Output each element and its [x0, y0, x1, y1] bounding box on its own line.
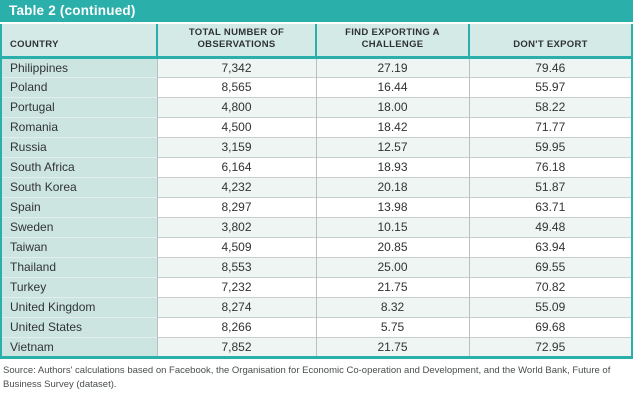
country-cell: Thailand: [1, 256, 157, 278]
country-cell: Romania: [1, 116, 157, 138]
table-row: South Africa 6,164 18.93 76.18: [1, 156, 632, 178]
observations-cell: 8,297: [156, 196, 316, 218]
challenge-cell: 18.42: [315, 116, 469, 138]
country-cell: United States: [1, 316, 157, 338]
challenge-cell: 5.75: [315, 316, 469, 338]
dont-export-cell: 76.18: [468, 156, 632, 178]
observations-cell: 4,500: [156, 116, 316, 138]
dont-export-cell: 49.48: [468, 216, 632, 238]
column-header-challenge: FIND EXPORTING A CHALLENGE: [315, 24, 469, 59]
observations-cell: 3,159: [156, 136, 316, 158]
challenge-cell: 16.44: [315, 76, 469, 98]
table-row: Spain 8,297 13.98 63.71: [1, 196, 632, 218]
observations-cell: 7,342: [156, 57, 316, 78]
dont-export-cell: 72.95: [468, 336, 632, 358]
country-cell: Sweden: [1, 216, 157, 238]
dont-export-cell: 55.97: [468, 76, 632, 98]
challenge-cell: 12.57: [315, 136, 469, 158]
observations-cell: 8,553: [156, 256, 316, 278]
country-cell: Turkey: [1, 276, 157, 298]
source-note: Source: Authors' calculations based on F…: [3, 364, 611, 390]
column-header-dont-export: DON'T EXPORT: [468, 24, 632, 59]
table-row: Turkey 7,232 21.75 70.82: [1, 276, 632, 298]
challenge-cell: 10.15: [315, 216, 469, 238]
table-row: Poland 8,565 16.44 55.97: [1, 76, 632, 98]
table-row: Russia 3,159 12.57 59.95: [1, 136, 632, 158]
challenge-cell: 20.85: [315, 236, 469, 258]
table-body: Philippines 7,342 27.19 79.46 Poland 8,565 16.…: [1, 57, 632, 358]
challenge-cell: 25.00: [315, 256, 469, 278]
observations-cell: 8,274: [156, 296, 316, 318]
country-cell: South Korea: [1, 176, 157, 198]
country-cell: Russia: [1, 136, 157, 158]
table-row: Taiwan 4,509 20.85 63.94: [1, 236, 632, 258]
table-row: Thailand 8,553 25.00 69.55: [1, 256, 632, 278]
challenge-cell: 18.00: [315, 96, 469, 118]
challenge-cell: 13.98: [315, 196, 469, 218]
challenge-cell: 27.19: [315, 57, 469, 78]
observations-cell: 4,232: [156, 176, 316, 198]
table2: COUNTRY TOTAL NUMBER OF OBSERVATIONS FIN…: [0, 24, 633, 359]
dont-export-cell: 55.09: [468, 296, 632, 318]
observations-cell: 8,565: [156, 76, 316, 98]
country-cell: Vietnam: [1, 336, 157, 358]
dont-export-cell: 59.95: [468, 136, 632, 158]
table-row: United Kingdom 8,274 8.32 55.09: [1, 296, 632, 318]
table-row: United States 8,266 5.75 69.68: [1, 316, 632, 338]
observations-cell: 3,802: [156, 216, 316, 238]
table-header: COUNTRY TOTAL NUMBER OF OBSERVATIONS FIN…: [1, 24, 632, 59]
country-cell: Philippines: [1, 57, 157, 78]
table-title: Table 2 (continued): [0, 0, 633, 22]
country-cell: Taiwan: [1, 236, 157, 258]
observations-cell: 4,800: [156, 96, 316, 118]
table-row: Portugal 4,800 18.00 58.22: [1, 96, 632, 118]
table-row: Sweden 3,802 10.15 49.48: [1, 216, 632, 238]
table-row: Philippines 7,342 27.19 79.46: [1, 57, 632, 78]
dont-export-cell: 63.71: [468, 196, 632, 218]
country-cell: Spain: [1, 196, 157, 218]
table-row: South Korea 4,232 20.18 51.87: [1, 176, 632, 198]
challenge-cell: 21.75: [315, 336, 469, 358]
observations-cell: 4,509: [156, 236, 316, 258]
country-cell: Poland: [1, 76, 157, 98]
observations-cell: 7,852: [156, 336, 316, 358]
country-cell: United Kingdom: [1, 296, 157, 318]
dont-export-cell: 58.22: [468, 96, 632, 118]
column-header-observations: TOTAL NUMBER OF OBSERVATIONS: [156, 24, 316, 59]
observations-cell: 8,266: [156, 316, 316, 338]
dont-export-cell: 63.94: [468, 236, 632, 258]
country-cell: Portugal: [1, 96, 157, 118]
column-header-country: COUNTRY: [1, 24, 157, 59]
challenge-cell: 20.18: [315, 176, 469, 198]
challenge-cell: 18.93: [315, 156, 469, 178]
dont-export-cell: 70.82: [468, 276, 632, 298]
dont-export-cell: 51.87: [468, 176, 632, 198]
dont-export-cell: 69.68: [468, 316, 632, 338]
table-row: Vietnam 7,852 21.75 72.95: [1, 336, 632, 358]
dont-export-cell: 71.77: [468, 116, 632, 138]
country-cell: South Africa: [1, 156, 157, 178]
dont-export-cell: 79.46: [468, 57, 632, 78]
observations-cell: 6,164: [156, 156, 316, 178]
dont-export-cell: 69.55: [468, 256, 632, 278]
challenge-cell: 21.75: [315, 276, 469, 298]
table-row: Romania 4,500 18.42 71.77: [1, 116, 632, 138]
observations-cell: 7,232: [156, 276, 316, 298]
challenge-cell: 8.32: [315, 296, 469, 318]
